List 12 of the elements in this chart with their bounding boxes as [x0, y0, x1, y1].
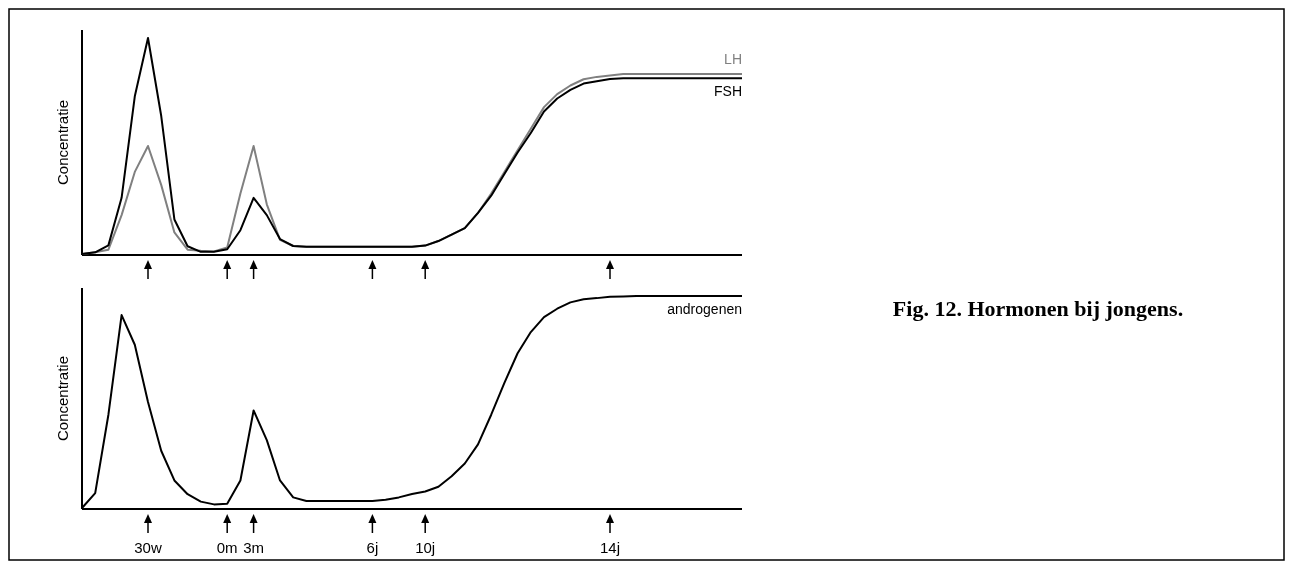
- series-label: FSH: [714, 83, 742, 100]
- caption: Fig. 12. Hormonen bij jongens.: [892, 296, 1184, 321]
- x-tick-label: 30w: [134, 539, 162, 556]
- x-tick-label: 3m: [243, 539, 265, 556]
- series-label: androgenen: [667, 301, 742, 317]
- x-tick-label: 14j: [599, 539, 621, 556]
- x-tick-label: 6j: [366, 539, 379, 556]
- y-axis-title: Concentratie: [54, 99, 71, 186]
- x-tick-label: 10j: [415, 539, 436, 556]
- y-axis-title: Concentratie: [54, 355, 71, 442]
- x-tick-label: 0m: [216, 539, 238, 556]
- series-label: LH: [724, 51, 742, 68]
